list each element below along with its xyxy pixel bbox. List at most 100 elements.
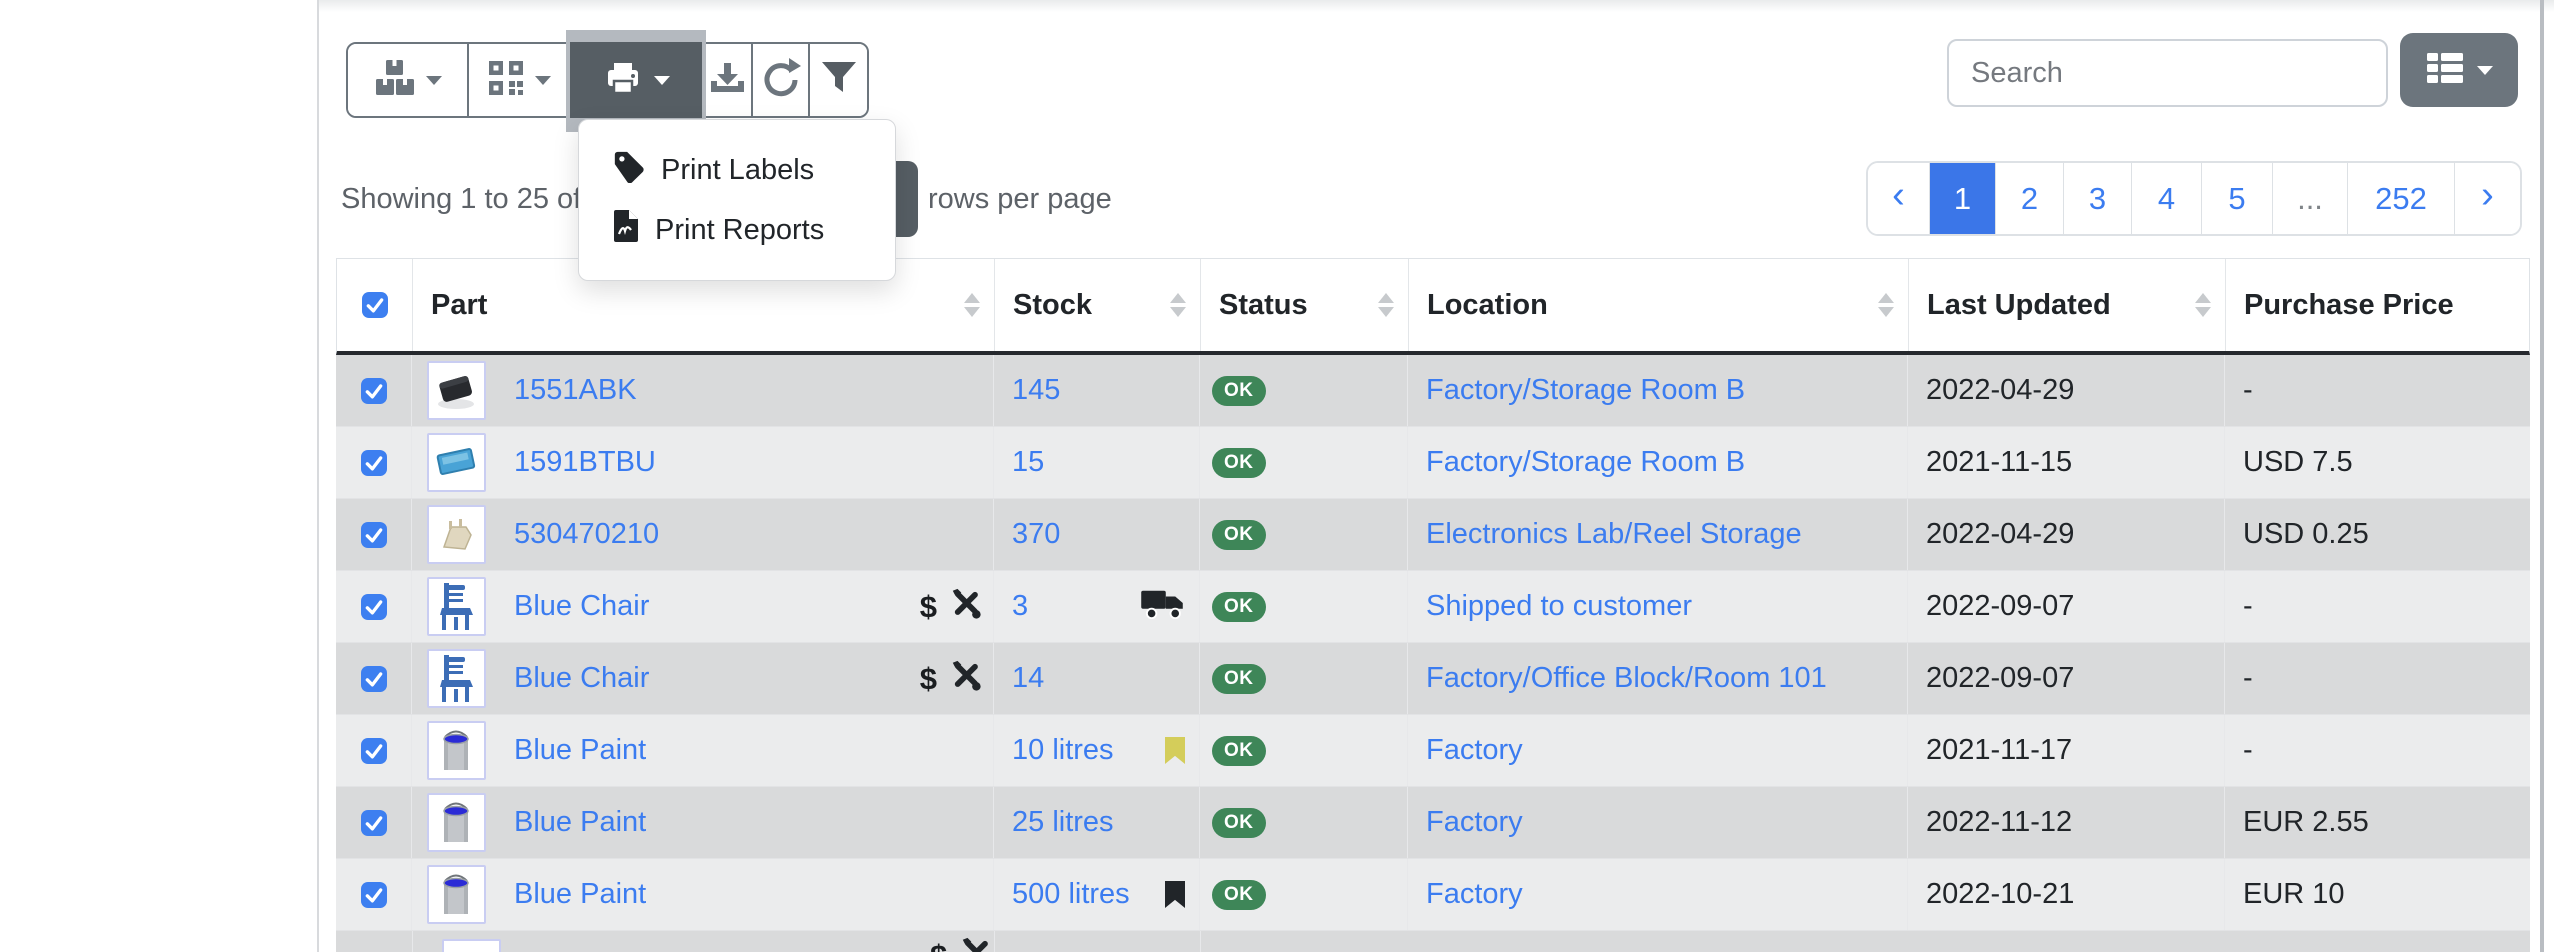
stock-link[interactable]: 10 litres	[1012, 734, 1114, 766]
column-header-status[interactable]: Status	[1201, 259, 1409, 351]
boxes-icon	[374, 59, 416, 102]
stock-link[interactable]: 500 litres	[1012, 878, 1130, 910]
table-cell-status: OK	[1200, 571, 1408, 642]
tag-icon	[612, 149, 646, 191]
part-link[interactable]: 1551ABK	[514, 374, 637, 406]
download-icon	[707, 59, 747, 102]
barcode-actions-button[interactable]	[469, 44, 571, 116]
row-checkbox[interactable]	[360, 593, 387, 620]
table-cell-price: -	[2225, 715, 2530, 786]
pagination-prev[interactable]: ‹	[1868, 163, 1930, 234]
pagination-page-5[interactable]: 5	[2202, 163, 2273, 234]
refresh-button[interactable]	[753, 44, 810, 116]
last-updated-value: 2021-11-15	[1926, 446, 2073, 478]
pagination-page-252[interactable]: 252	[2348, 163, 2455, 234]
location-link[interactable]: Factory	[1426, 878, 1523, 910]
page-info-text: Showing 1 to 25 of	[341, 183, 582, 215]
location-link[interactable]: Factory/Office Block/Room 101	[1426, 662, 1827, 694]
table-cell-price: EUR 2.55	[2225, 787, 2530, 858]
status-badge: OK	[1212, 447, 1266, 478]
status-badge: OK	[1212, 591, 1266, 622]
column-header-stock[interactable]: Stock	[995, 259, 1201, 351]
location-link[interactable]: Factory/Storage Room B	[1426, 446, 1746, 478]
location-link[interactable]: Electronics Lab/Reel Storage	[1426, 518, 1802, 550]
table-cell-select	[336, 355, 412, 426]
printing-actions-button[interactable]	[570, 42, 702, 118]
part-link[interactable]: 530470210	[514, 518, 660, 550]
print-reports-item[interactable]: Print Reports	[579, 200, 895, 260]
status-badge: OK	[1212, 735, 1266, 766]
row-checkbox[interactable]	[360, 737, 387, 764]
table-row[interactable]: Blue Paint 25 litres OK Factory 2022-11-12 EU…	[336, 787, 2530, 859]
select-all-checkbox[interactable]	[361, 292, 388, 318]
stock-link[interactable]: 370	[1012, 518, 1061, 550]
location-link[interactable]: Factory	[1426, 806, 1523, 838]
table-row[interactable]: 530470210 370 OK Electronics Lab/Reel Stora…	[336, 499, 2530, 571]
location-link[interactable]: Factory/Storage Room B	[1426, 374, 1746, 406]
table-row[interactable]: Blue Paint 500 litres OK Factory 2022-10-21 E…	[336, 859, 2530, 931]
row-checkbox[interactable]	[360, 809, 387, 836]
table-row[interactable]: Blue Chair $14 OK Factory/Office Block/Room…	[336, 643, 2530, 715]
table-cell-stock: 145	[994, 355, 1200, 426]
column-header-location[interactable]: Location	[1409, 259, 1909, 351]
dollar-icon: $	[930, 938, 947, 952]
stock-link[interactable]: 15	[1012, 446, 1045, 478]
table-cell-status: OK	[1200, 499, 1408, 570]
part-link[interactable]: Blue Paint	[514, 878, 647, 910]
pagination-page-3[interactable]: 3	[2064, 163, 2132, 234]
table-cell-select	[336, 499, 412, 570]
pagination-next[interactable]: ›	[2455, 163, 2520, 234]
column-header-part[interactable]: Part	[413, 259, 995, 351]
export-button[interactable]	[703, 44, 753, 116]
table-row[interactable]: Blue Paint 10 litres OK Factory 2021-11-17 -	[336, 715, 2530, 787]
row-checkbox[interactable]	[360, 521, 387, 548]
stock-link[interactable]: 14	[1012, 662, 1045, 694]
table-cell-status: OK	[1200, 715, 1408, 786]
stock-link[interactable]: 25 litres	[1012, 806, 1114, 838]
table-cell-part: Blue Paint	[412, 859, 994, 930]
pagination-page-4[interactable]: 4	[2132, 163, 2202, 234]
pagination-page-2[interactable]: 2	[1996, 163, 2064, 234]
filter-icon	[820, 60, 858, 101]
table-row[interactable]: 1591BTBU 15 OK Factory/Storage Room B 2021-1…	[336, 427, 2530, 499]
row-checkbox[interactable]	[360, 449, 387, 476]
location-link[interactable]: Factory	[1426, 734, 1523, 766]
location-link[interactable]: Shipped to customer	[1426, 590, 1692, 622]
pagination-page-1[interactable]: 1	[1930, 163, 1996, 234]
table-row[interactable]: 1551ABK 145 OK Factory/Storage Room B 2022-0…	[336, 355, 2530, 427]
filter-button[interactable]	[810, 44, 867, 116]
table-cell-stock: 15	[994, 427, 1200, 498]
part-link[interactable]: Blue Chair	[514, 590, 650, 622]
table-row[interactable]: Blue Chair $3 OK Shipped to customer 2022-09…	[336, 571, 2530, 643]
part-icons: $	[930, 936, 993, 952]
chevron-down-icon	[2477, 65, 2493, 75]
column-header-updated[interactable]: Last Updated	[1909, 259, 2226, 351]
table-cell-location: Electronics Lab/Reel Storage	[1408, 499, 1908, 570]
part-link[interactable]: Blue Paint	[514, 734, 647, 766]
status-badge: OK	[1212, 519, 1266, 550]
table-cell-select	[336, 571, 412, 642]
part-link[interactable]: Blue Paint	[514, 806, 647, 838]
table-cell-part: Blue Paint	[412, 715, 994, 786]
status-badge: OK	[1212, 663, 1266, 694]
pagination-page-...[interactable]: ...	[2273, 163, 2348, 234]
table-cell-select	[336, 859, 412, 930]
row-checkbox[interactable]	[360, 881, 387, 908]
row-checkbox[interactable]	[360, 665, 387, 692]
search-input[interactable]	[1947, 39, 2388, 107]
pagination: ‹ 1 2 3 4 5... 252 ›	[1866, 161, 2522, 236]
purchase-price-value: USD 7.5	[2243, 446, 2353, 478]
table-cell-price: USD 7.5	[2225, 427, 2530, 498]
stock-options-button[interactable]	[348, 44, 469, 116]
part-link[interactable]: 1591BTBU	[514, 446, 656, 478]
column-selector-button[interactable]	[2400, 33, 2518, 107]
table-cell-location: Factory	[1408, 859, 1908, 930]
stock-link[interactable]: 145	[1012, 374, 1061, 406]
refresh-icon	[761, 57, 801, 103]
row-checkbox[interactable]	[360, 377, 387, 404]
part-link[interactable]: Blue Chair	[514, 662, 650, 694]
print-labels-item[interactable]: Print Labels	[579, 140, 895, 200]
part-thumbnail	[442, 939, 501, 952]
stock-link[interactable]: 3	[1012, 590, 1029, 622]
last-updated-value: 2021-11-17	[1926, 734, 2073, 766]
